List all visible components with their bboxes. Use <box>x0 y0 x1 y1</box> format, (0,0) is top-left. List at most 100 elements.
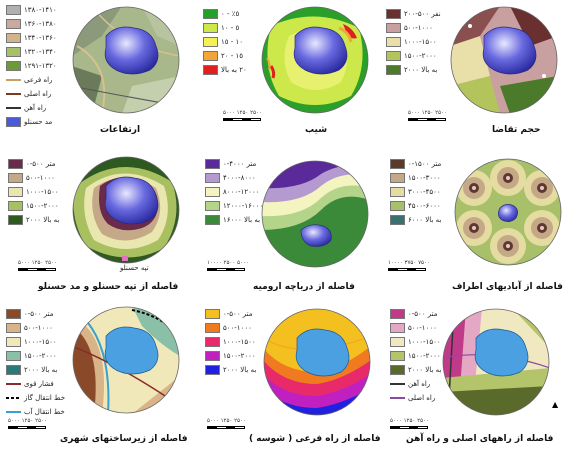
legend-hasanlu: متر ۵۰۰-۰ ۵۰۰-۱۰۰۰ ۱۰۰۰-۱۵۰۰ ۱۵۰۰-۲۰۰۰ ۲… <box>8 158 59 226</box>
villages-distance-map <box>454 158 562 266</box>
panel-infrastructure-distance: متر ۵۰۰-۰ ۵۰۰-۱۰۰۰ ۱۰۰۰-۱۵۰۰ ۱۵۰۰-۲۰۰۰ ۲… <box>2 302 188 448</box>
scale-text: ۱۰۰۰۰ ۳۷۵۰ ۷۵۰۰ <box>388 260 430 266</box>
scale-bar-infrastructure: ۵۰۰۰ ۱۲۵۰ ۲۵۰۰ <box>8 418 47 429</box>
legend-label: ٥٪ - ٠ <box>221 10 240 18</box>
legend-label: ۲۰۰۰ به بالا <box>404 66 438 74</box>
legend-label: راه آهن <box>408 380 431 388</box>
caption-hasanlu-distance: فاصله از تپه حسنلو و مد حسنلو <box>38 282 179 292</box>
legend-label: ۵۰۰-۱۰۰۰ <box>408 324 437 332</box>
legend-label: متر ۵۰۰-۰ <box>26 160 56 168</box>
legend-label: ٥ - ١٠ <box>221 24 240 32</box>
legend-label: خط انتقال آب <box>24 408 65 416</box>
legend-label: ۴۰۰۰-۸۰۰۰ <box>223 174 256 182</box>
legend-slope: ٥٪ - ٠ ٥ - ١٠ ١٠ - ١٥ ١٥ - ٢٠ ٢٠ به بالا <box>203 8 247 76</box>
scale-text: ۵۰۰۰ ۱۲۵۰ ۲۵۰۰ <box>408 110 447 116</box>
scale-text: ۵۰۰۰ ۱۲۵۰ ۲۵۰۰ <box>390 418 429 424</box>
scale-bar-secondary-road: ۵۰۰۰ ۱۲۵۰ ۲۵۰۰ <box>207 418 246 429</box>
main-roads-distance-map <box>442 308 550 416</box>
legend-label: ۱۰۰۰-۱۵۰۰ <box>408 338 441 346</box>
legend-label: ۱۵۰۰-۲۰۰۰ <box>26 202 59 210</box>
infrastructure-distance-map <box>72 306 180 414</box>
legend-label: ۵۰۰-۱۰۰۰ <box>26 174 55 182</box>
legend-label: خط انتقال گاز <box>24 394 66 402</box>
legend-label: ۱۵۰۰-۲۰۰۰ <box>404 52 437 60</box>
panel-hasanlu-distance: متر ۵۰۰-۰ ۵۰۰-۱۰۰۰ ۱۰۰۰-۱۵۰۰ ۱۵۰۰-۲۰۰۰ ۲… <box>2 152 182 298</box>
legend-villages: متر ۱۵۰۰-۰ ۱۵۰۰-۳۰۰۰ ۳۰۰۰-۴۵۰۰ ۴۵۰۰-۶۰۰۰… <box>390 158 441 226</box>
caption-infrastructure-distance: فاصله از زیرساختهای شهری <box>60 434 188 444</box>
legend-label: متر ۱۵۰۰-۰ <box>408 160 442 168</box>
north-arrow-icon: ▲ <box>552 400 559 409</box>
scale-bar-main-roads: ۵۰۰۰ ۱۲۵۰ ۲۵۰۰ <box>390 418 429 429</box>
legend-label: ۱۳۲۰-۱۳۴۰ <box>24 48 57 56</box>
legend-label: راه فرعی <box>24 76 53 84</box>
legend-label: ۳۰۰۰-۴۵۰۰ <box>408 188 441 196</box>
scale-text: ۵۰۰۰ ۱۲۵۰ ۲۵۰۰ <box>18 260 57 266</box>
legend-label: ۱۲۹۱-۱۳۲۰ <box>24 62 57 70</box>
legend-label: متر ۵۰۰-۰ <box>223 310 253 318</box>
panel-slope: ٥٪ - ٠ ٥ - ١٠ ١٠ - ١٥ ١٥ - ٢٠ ٢٠ به بالا… <box>193 2 373 148</box>
scale-bar-hasanlu: ۵۰۰۰ ۱۲۵۰ ۲۵۰۰ <box>18 260 57 271</box>
legend-label: راه اصلی <box>408 394 436 402</box>
legend-label: ۶۰۰۰ به بالا <box>408 216 442 224</box>
caption-secondary-road-distance: فاصله از راه فرعی ( شوسه ) <box>249 434 381 444</box>
legend-label: ۵۰۰-۱۰۰۰ <box>404 24 433 32</box>
legend-label: ١٠ - ١٥ <box>221 38 244 46</box>
legend-label: ۲۰۰۰ به بالا <box>24 366 58 374</box>
slope-map <box>261 6 369 114</box>
caption-urmia-distance: فاصله از دریاچه ارومیه <box>253 282 355 292</box>
panel-demand: نفر ۵۰۰-۲۰۰ ۵۰۰-۱۰۰۰ ۱۰۰۰-۱۵۰۰ ۱۵۰۰-۲۰۰۰… <box>384 2 564 148</box>
legend-label: متر ۵۰۰-۰ <box>24 310 54 318</box>
legend-urmia: متر ۴۰۰۰-۰ ۴۰۰۰-۸۰۰۰ ۸۰۰۰-۱۲۰۰۰ ۱۲۰۰۰-۱۶… <box>205 158 263 226</box>
legend-label: ۵۰۰-۱۰۰۰ <box>223 324 252 332</box>
legend-label: ۵۰۰-۱۰۰۰ <box>24 324 53 332</box>
legend-demand: نفر ۵۰۰-۲۰۰ ۵۰۰-۱۰۰۰ ۱۰۰۰-۱۵۰۰ ۱۵۰۰-۲۰۰۰… <box>386 8 441 76</box>
legend-main-roads: متر ۵۰۰-۰ ۵۰۰-۱۰۰۰ ۱۰۰۰-۱۵۰۰ ۱۵۰۰-۲۰۰۰ ۲… <box>390 308 441 404</box>
urmia-distance-map <box>261 160 369 268</box>
legend-label: راه اصلی <box>24 90 52 98</box>
legend-label: ۱۰۰۰-۱۵۰۰ <box>404 38 437 46</box>
legend-label: ٢٠ به بالا <box>221 66 247 74</box>
secondary-road-distance-map <box>263 308 371 416</box>
legend-label: ۱۵۰۰-۲۰۰۰ <box>223 352 256 360</box>
legend-label: ۱۵۰۰-۲۰۰۰ <box>408 352 441 360</box>
panel-elevation: ۱۳۸۰-۱۴۱۰ ۱۳۶۰-۱۳۸۰ ۱۳۴۰-۱۳۶۰ ۱۳۲۰-۱۳۴۰ … <box>2 2 182 148</box>
scale-bar-demand: ۵۰۰۰ ۱۲۵۰ ۲۵۰۰ <box>408 110 447 121</box>
panel-secondary-road-distance: متر ۵۰۰-۰ ۵۰۰-۱۰۰۰ ۱۰۰۰-۱۵۰۰ ۱۵۰۰-۲۰۰۰ ۲… <box>193 302 381 448</box>
legend-label: ۲۰۰۰ به بالا <box>408 366 442 374</box>
elevation-map <box>72 6 180 114</box>
legend-label: ۱۶۰۰۰ به بالا <box>223 216 261 224</box>
hasanlu-hill-label: تپه حسنلو <box>120 264 149 272</box>
legend-label: ۱۲۰۰۰-۱۶۰۰۰ <box>223 202 264 210</box>
panel-urmia-distance: متر ۴۰۰۰-۰ ۴۰۰۰-۸۰۰۰ ۸۰۰۰-۱۲۰۰۰ ۱۲۰۰۰-۱۶… <box>193 152 373 298</box>
scale-text: ۵۰۰۰ ۱۲۵۰ ۲۵۰۰ <box>223 110 262 116</box>
legend-label: نفر ۵۰۰-۲۰۰ <box>404 10 441 18</box>
demand-map <box>450 6 558 114</box>
scale-bar-villages: ۱۰۰۰۰ ۳۷۵۰ ۷۵۰۰ <box>388 260 430 271</box>
scale-text: ۵۰۰۰ ۱۲۵۰ ۲۵۰۰ <box>8 418 47 424</box>
legend-label: ۱۰۰۰-۱۵۰۰ <box>26 188 59 196</box>
legend-label: ۴۵۰۰-۶۰۰۰ <box>408 202 441 210</box>
legend-label: ۱۳۸۰-۱۴۱۰ <box>24 6 57 14</box>
caption-main-roads-distance: فاصله از راههای اصلی و راه آهن <box>406 434 554 444</box>
panel-villages-distance: متر ۱۵۰۰-۰ ۱۵۰۰-۳۰۰۰ ۳۰۰۰-۴۵۰۰ ۴۵۰۰-۶۰۰۰… <box>384 152 564 298</box>
legend-label: ۱۳۴۰-۱۳۶۰ <box>24 34 57 42</box>
panel-main-roads-distance: متر ۵۰۰-۰ ۵۰۰-۱۰۰۰ ۱۰۰۰-۱۵۰۰ ۱۵۰۰-۲۰۰۰ ۲… <box>384 302 564 448</box>
legend-label: ۸۰۰۰-۱۲۰۰۰ <box>223 188 260 196</box>
caption-slope: شیب <box>305 125 328 135</box>
scale-bar-urmia: ۱۰۰۰۰ ۲۵۰۰ ۵۰۰۰ <box>207 260 249 271</box>
legend-label: راه آهن <box>24 104 47 112</box>
scale-text: ۱۰۰۰۰ ۲۵۰۰ ۵۰۰۰ <box>207 260 249 266</box>
legend-label: ۱۳۶۰-۱۳۸۰ <box>24 20 57 28</box>
caption-villages-distance: فاصله از آبادیهای اطراف <box>452 282 563 292</box>
scale-bar-slope: ۵۰۰۰ ۱۲۵۰ ۲۵۰۰ <box>223 110 262 121</box>
legend-label: ۲۰۰۰ به بالا <box>26 216 60 224</box>
legend-label: متر ۵۰۰-۰ <box>408 310 438 318</box>
legend-label: متر ۴۰۰۰-۰ <box>223 160 257 168</box>
scale-text: ۵۰۰۰ ۱۲۵۰ ۲۵۰۰ <box>207 418 246 424</box>
legend-label: ١٥ - ٢٠ <box>221 52 244 60</box>
legend-label: ۱۵۰۰-۳۰۰۰ <box>408 174 441 182</box>
hasanlu-distance-map <box>72 156 180 264</box>
legend-label: فشار قوی <box>24 380 54 388</box>
caption-elevation: ارتفاعات <box>100 125 141 135</box>
legend-secondary-road: متر ۵۰۰-۰ ۵۰۰-۱۰۰۰ ۱۰۰۰-۱۵۰۰ ۱۵۰۰-۲۰۰۰ ۲… <box>205 308 256 376</box>
